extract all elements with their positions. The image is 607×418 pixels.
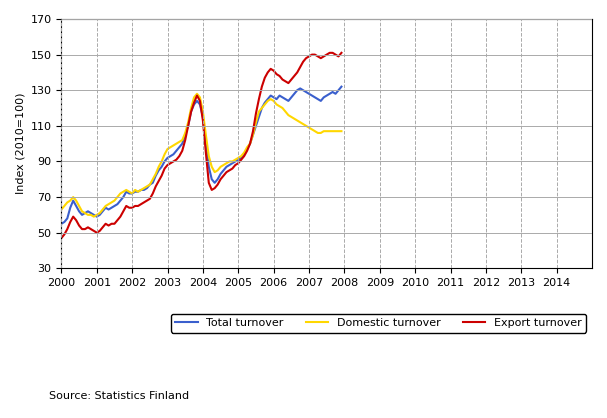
Line: Total turnover: Total turnover: [61, 87, 342, 224]
Total turnover: [178, 141, 186, 146]
Export turnover: [178, 148, 186, 153]
Total turnover: [58, 221, 65, 226]
Export turnover: [314, 54, 322, 59]
Export turnover: [208, 187, 215, 192]
Export turnover: [199, 118, 206, 123]
Export turnover: [137, 201, 144, 206]
Legend: Total turnover, Domestic turnover, Export turnover: Total turnover, Domestic turnover, Expor…: [171, 314, 586, 332]
Domestic turnover: [140, 186, 148, 191]
Total turnover: [199, 115, 206, 120]
Domestic turnover: [194, 91, 201, 96]
Domestic turnover: [58, 207, 65, 212]
Domestic turnover: [320, 129, 327, 134]
Domestic turnover: [181, 130, 189, 135]
Domestic turnover: [90, 214, 98, 219]
Export turnover: [58, 235, 65, 240]
Total turnover: [137, 187, 144, 192]
Text: Source: Statistics Finland: Source: Statistics Finland: [49, 391, 189, 401]
Domestic turnover: [338, 129, 345, 134]
Export turnover: [96, 228, 103, 233]
Total turnover: [338, 84, 345, 89]
Domestic turnover: [205, 153, 212, 158]
Total turnover: [208, 177, 215, 182]
Line: Export turnover: Export turnover: [61, 53, 342, 238]
Domestic turnover: [99, 207, 106, 212]
Export turnover: [326, 50, 333, 55]
Y-axis label: Index (2010=100): Index (2010=100): [15, 93, 25, 194]
Export turnover: [338, 50, 345, 55]
Total turnover: [96, 212, 103, 217]
Total turnover: [314, 97, 322, 102]
Line: Domestic turnover: Domestic turnover: [61, 94, 342, 217]
Domestic turnover: [214, 168, 222, 173]
